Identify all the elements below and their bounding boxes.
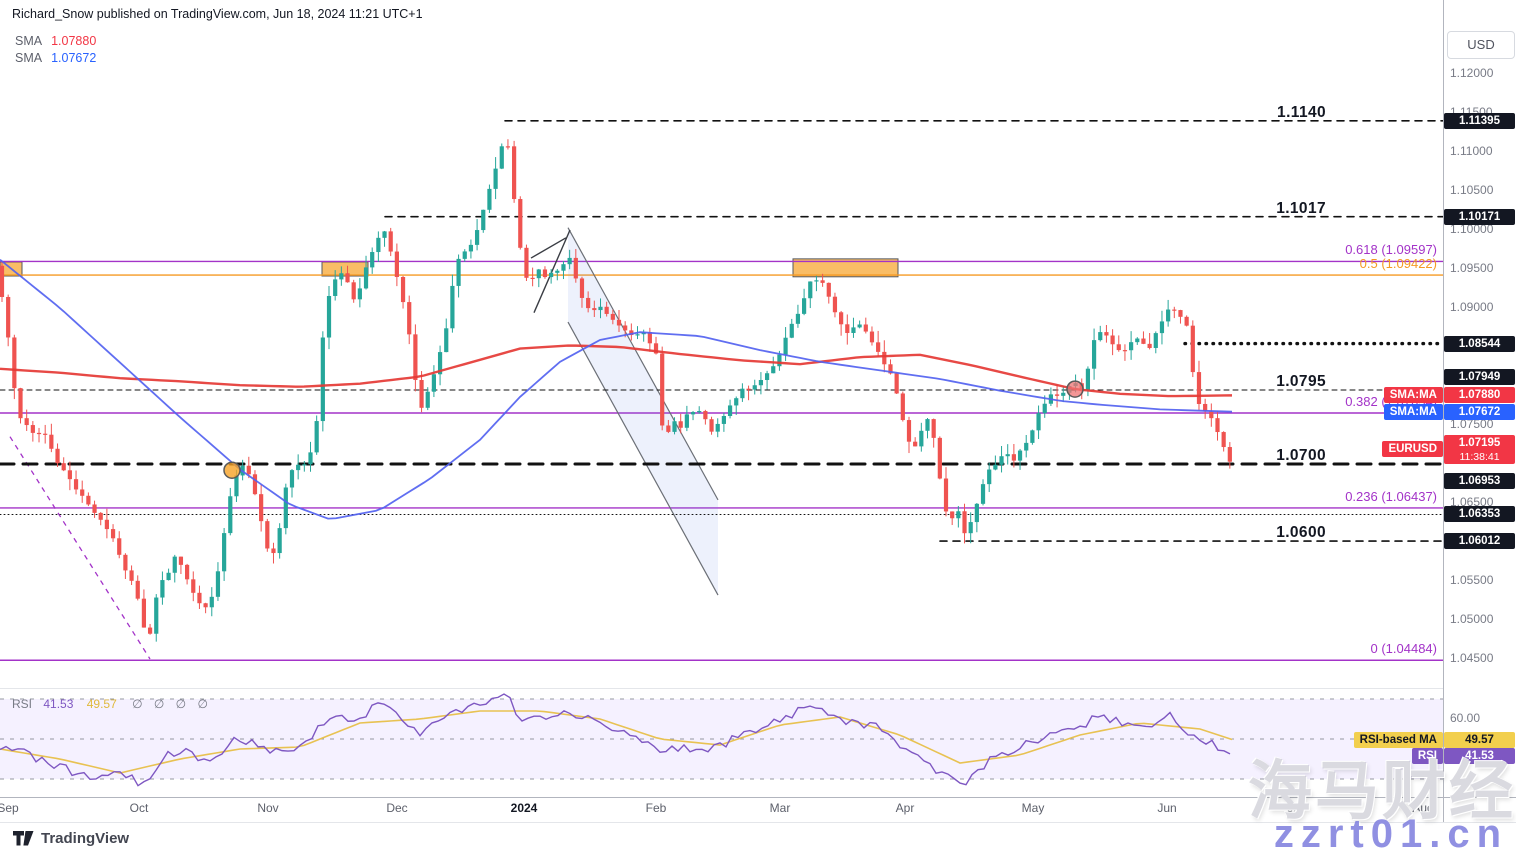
time-axis-label[interactable]: Mar bbox=[769, 801, 791, 815]
sma-legend-row-1[interactable]: SMA 1.07880 bbox=[15, 34, 96, 48]
key-level-label: 1.1140 bbox=[1277, 103, 1326, 121]
key-level-label: 1.1017 bbox=[1276, 199, 1326, 217]
price-axis-pill: 1.06012 bbox=[1444, 533, 1515, 550]
rsi-name-pill: RSI-based MA bbox=[1353, 731, 1443, 748]
price-axis-label: 1.10000 bbox=[1450, 222, 1494, 236]
time-axis-label[interactable]: 2024 bbox=[510, 801, 538, 815]
time-axis-label[interactable]: Feb bbox=[645, 801, 667, 815]
price-axis-label: 1.05000 bbox=[1450, 612, 1494, 626]
last-price-pill: 1.07195 11:38:41 bbox=[1444, 434, 1515, 464]
price-axis-label: 1.07500 bbox=[1450, 417, 1494, 431]
currency-toggle-button[interactable]: USD bbox=[1447, 31, 1515, 59]
sma-value-pill: 1.07672 bbox=[1444, 403, 1515, 420]
sma-legend-row-2[interactable]: SMA 1.07672 bbox=[15, 51, 96, 65]
tradingview-brand-link[interactable]: TradingView bbox=[13, 830, 129, 847]
sma1-label: SMA bbox=[15, 34, 43, 48]
fib-level-label: 0.5 (1.09422) bbox=[1359, 256, 1437, 272]
price-axis-border bbox=[1443, 0, 1444, 822]
watermark-cn: 海马财经 bbox=[1248, 755, 1516, 827]
sma-name-pill: SMA:MA bbox=[1383, 387, 1443, 404]
sma-name-pill: SMA:MA bbox=[1383, 403, 1443, 420]
price-axis-pill: 1.08544 bbox=[1444, 335, 1515, 352]
time-axis-label[interactable]: Dec bbox=[386, 801, 408, 815]
time-axis-label[interactable]: Sep bbox=[0, 801, 19, 815]
price-axis-label: 1.11000 bbox=[1450, 144, 1493, 158]
symbol-name-pill: EURUSD bbox=[1382, 440, 1443, 457]
rsi-legend[interactable]: RSI 41.53 49.57 ∅ ∅ ∅ ∅ bbox=[12, 697, 212, 711]
publish-attribution: Richard_Snow published on TradingView.co… bbox=[12, 7, 423, 21]
time-axis-border bbox=[0, 797, 1516, 798]
time-axis-label[interactable]: Apr bbox=[895, 801, 915, 815]
price-axis-label: 1.06500 bbox=[1450, 495, 1494, 509]
rsi-value-pill: 49.57 bbox=[1444, 731, 1515, 748]
rsi-value: 41.53 bbox=[43, 697, 74, 711]
fib-level-label: 0 (1.04484) bbox=[1370, 641, 1438, 657]
price-axis-label: 1.09500 bbox=[1450, 261, 1494, 275]
price-axis-label: 1.05500 bbox=[1450, 573, 1494, 587]
rsi-value-pill: 41.53 bbox=[1444, 747, 1515, 764]
rsi-axis-label: 60.00 bbox=[1450, 711, 1481, 725]
rsi-ma-value: 49.57 bbox=[86, 697, 117, 711]
tradingview-logo-icon bbox=[13, 831, 34, 846]
price-axis-label: 1.10500 bbox=[1450, 183, 1494, 197]
price-axis-pill: 1.07949 bbox=[1444, 368, 1515, 385]
sma2-value: 1.07672 bbox=[51, 51, 97, 65]
price-axis-pill: 1.11395 bbox=[1444, 113, 1515, 130]
price-axis-pill: 1.06353 bbox=[1444, 506, 1515, 523]
time-axis-label[interactable]: Oct bbox=[129, 801, 149, 815]
rsi-label: RSI bbox=[12, 697, 33, 711]
price-axis-pill: 1.10171 bbox=[1444, 208, 1515, 225]
price-axis-label: 1.04500 bbox=[1450, 651, 1494, 665]
fib-level-label: 0.236 (1.06437) bbox=[1345, 488, 1437, 504]
price-axis-pill: 1.06953 bbox=[1444, 472, 1515, 489]
fib-level-label: 0.618 (1.09597) bbox=[1345, 242, 1437, 258]
time-axis-label[interactable]: May bbox=[1021, 801, 1045, 815]
watermark-url: zzrt01.cn bbox=[1273, 812, 1508, 856]
sma1-value: 1.07880 bbox=[51, 34, 97, 48]
sma-value-pill: 1.07880 bbox=[1444, 387, 1515, 404]
time-axis-label[interactable]: Jun bbox=[1157, 801, 1177, 815]
key-level-label: 1.0700 bbox=[1276, 447, 1326, 464]
time-axis-label[interactable]: Aug bbox=[1412, 801, 1434, 815]
price-axis-label: 1.12000 bbox=[1450, 66, 1494, 80]
time-axis-label[interactable]: Jul bbox=[1287, 801, 1303, 815]
pane-divider[interactable] bbox=[0, 688, 1443, 689]
footer-divider bbox=[0, 822, 1516, 823]
price-axis-label: 1.09000 bbox=[1450, 300, 1494, 314]
key-level-label: 1.0600 bbox=[1276, 524, 1326, 542]
rsi-hidden-values: ∅ ∅ ∅ ∅ bbox=[132, 697, 212, 711]
key-level-label: 1.0795 bbox=[1276, 372, 1326, 390]
tradingview-brand-text: TradingView bbox=[41, 830, 130, 847]
time-axis-label[interactable]: Nov bbox=[257, 801, 279, 815]
sma2-label: SMA bbox=[15, 51, 43, 65]
rsi-name-pill: RSI bbox=[1411, 747, 1443, 764]
